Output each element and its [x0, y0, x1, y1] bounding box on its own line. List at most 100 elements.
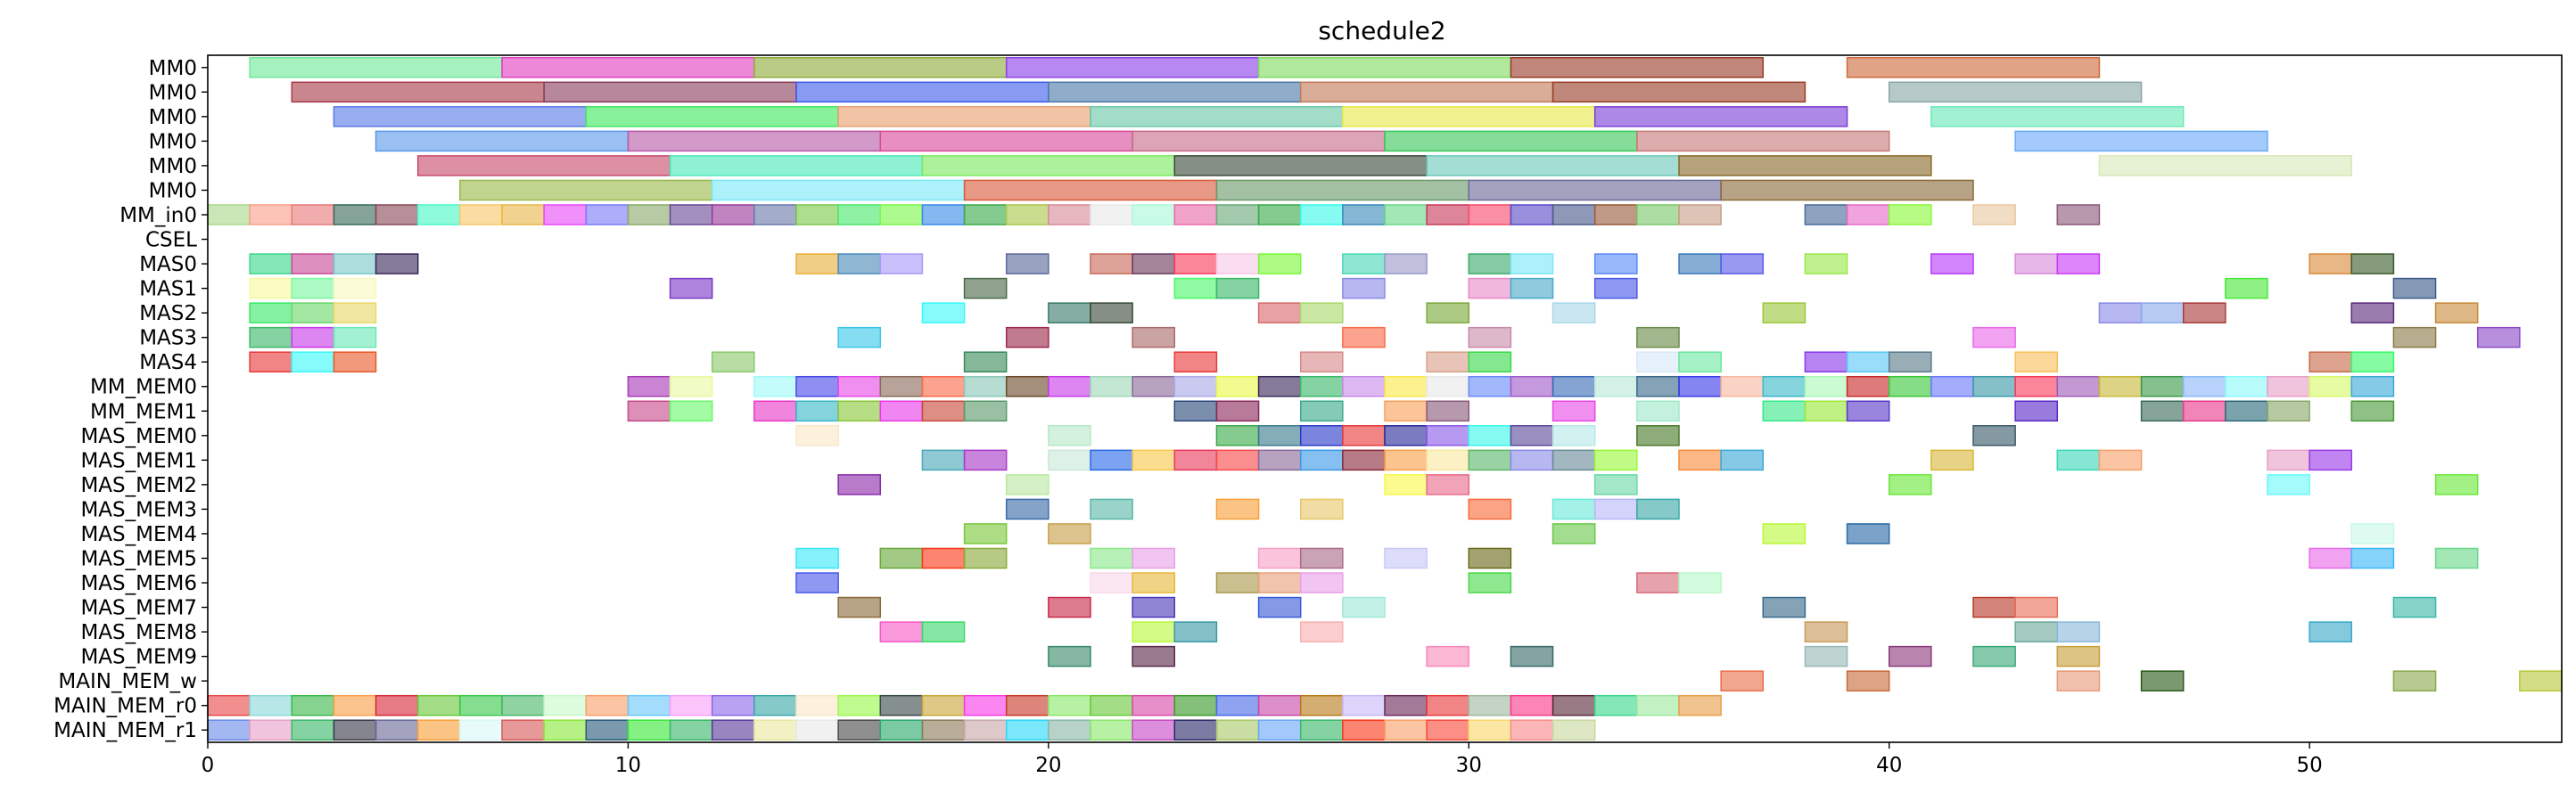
- task-bar: [1173, 449, 1218, 471]
- task-bar: [921, 375, 966, 397]
- task-bar: [2140, 670, 2185, 692]
- task-bar: [1299, 400, 1344, 422]
- task-bar: [1299, 719, 1344, 741]
- task-bar: [1426, 645, 1470, 667]
- task-bar: [1005, 719, 1049, 741]
- task-bar: [879, 375, 924, 397]
- task-bar: [669, 204, 713, 225]
- task-bar: [1551, 400, 1596, 422]
- task-bar: [1426, 719, 1470, 741]
- row-label: MAIN_MEM_w: [58, 670, 197, 693]
- task-bar: [627, 375, 671, 397]
- row-label: MAS_MEM5: [80, 547, 197, 570]
- task-bar: [291, 694, 335, 716]
- task-bar: [1804, 621, 1848, 642]
- task-bar: [669, 719, 713, 741]
- task-bar: [1173, 719, 1218, 741]
- task-bar: [1005, 204, 1049, 225]
- task-bar: [669, 400, 713, 422]
- task-bar: [1342, 375, 1386, 397]
- task-bar: [2140, 400, 2185, 422]
- task-bar: [1762, 596, 1806, 618]
- task-bar: [1342, 106, 1596, 127]
- task-bar: [2309, 351, 2353, 372]
- task-bar: [1846, 400, 1890, 422]
- task-bar: [795, 253, 839, 274]
- row-label: MM0: [149, 106, 197, 129]
- task-bar: [2056, 253, 2101, 274]
- task-bar: [795, 81, 1049, 103]
- task-bar: [1005, 57, 1260, 78]
- task-bar: [753, 694, 797, 716]
- task-bar: [1132, 694, 1176, 716]
- task-bar: [1132, 645, 1176, 667]
- task-bar: [1720, 253, 1765, 274]
- task-bar: [1005, 375, 1049, 397]
- task-bar: [249, 57, 503, 78]
- task-bar: [1468, 425, 1512, 446]
- task-bar: [879, 204, 924, 225]
- task-bar: [1678, 351, 1722, 372]
- task-bar: [2309, 547, 2353, 569]
- task-bar: [1468, 375, 1512, 397]
- task-bar: [1005, 474, 1049, 495]
- task-bar: [1342, 253, 1386, 274]
- task-bar: [1299, 204, 1344, 225]
- task-bar: [2350, 302, 2395, 323]
- task-bar: [837, 106, 1091, 127]
- task-bar: [879, 719, 924, 741]
- task-bar: [416, 694, 461, 716]
- row-label: MAS4: [139, 351, 197, 374]
- task-bar: [795, 400, 839, 422]
- task-bar: [1173, 400, 1218, 422]
- task-bar: [1384, 253, 1428, 274]
- x-tick-label: 50: [2297, 754, 2323, 777]
- task-bar: [1551, 498, 1596, 520]
- task-bar: [2350, 375, 2395, 397]
- task-bar: [879, 694, 924, 716]
- task-bar: [1468, 277, 1512, 299]
- task-bar: [1972, 645, 2016, 667]
- task-bar: [1972, 204, 2016, 225]
- row-label: MM0: [149, 155, 197, 178]
- task-bar: [837, 204, 882, 225]
- task-bar: [1510, 449, 1554, 471]
- task-bar: [1090, 375, 1133, 397]
- task-bar: [2014, 400, 2059, 422]
- task-bar: [1636, 400, 1680, 422]
- task-bar: [1888, 204, 1932, 225]
- task-bar: [1468, 253, 1512, 274]
- task-bar: [1132, 596, 1176, 618]
- task-bar: [333, 253, 377, 274]
- task-bar: [2225, 375, 2268, 397]
- task-bar: [1342, 277, 1386, 299]
- chart-title: schedule2: [1318, 16, 1445, 45]
- task-bar: [753, 204, 797, 225]
- task-bar: [2098, 375, 2143, 397]
- task-bar: [921, 302, 966, 323]
- task-bar: [1551, 81, 1806, 103]
- task-bar: [374, 719, 419, 741]
- task-bar: [1299, 425, 1344, 446]
- task-bar: [1048, 204, 1091, 225]
- task-bar: [963, 179, 1218, 201]
- task-bar: [1593, 253, 1638, 274]
- task-bar: [1593, 498, 1638, 520]
- task-bar: [207, 719, 251, 741]
- task-bar: [963, 375, 1008, 397]
- task-bar: [921, 694, 966, 716]
- task-bar: [1090, 694, 1133, 716]
- task-bar: [627, 204, 671, 225]
- task-bar: [921, 449, 966, 471]
- task-bar: [1342, 326, 1386, 348]
- task-bar: [1215, 719, 1260, 741]
- task-bar: [2225, 400, 2268, 422]
- task-bar: [669, 694, 713, 716]
- task-bar: [1510, 425, 1554, 446]
- task-bar: [249, 204, 293, 225]
- x-tick-label: 30: [1456, 754, 1482, 777]
- task-bar: [1426, 474, 1470, 495]
- task-bar: [2098, 155, 2353, 176]
- x-tick-label: 20: [1035, 754, 1061, 777]
